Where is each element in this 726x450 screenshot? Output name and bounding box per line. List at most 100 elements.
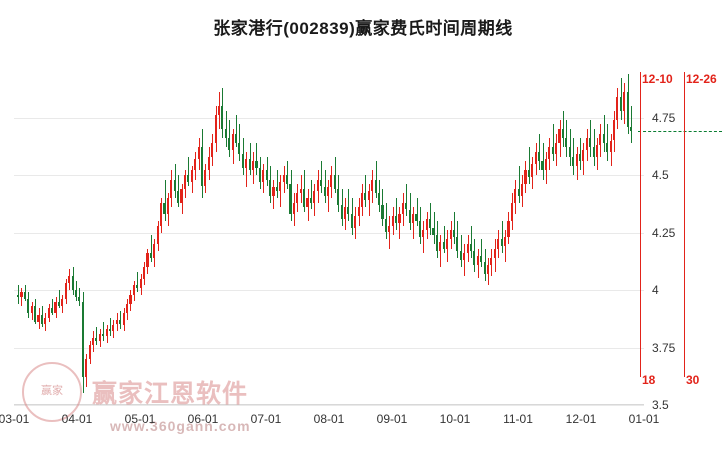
x-axis-tick-label: 03-01 — [0, 412, 30, 426]
candle-body — [197, 147, 200, 159]
candle-body — [149, 253, 152, 258]
candle-body — [228, 138, 231, 150]
candle-body — [27, 299, 30, 313]
candle-body — [207, 156, 210, 171]
candle-body — [364, 193, 367, 201]
candle-body — [439, 241, 442, 251]
chart-title: 张家港行(002839)赢家费氏时间周期线 — [213, 19, 513, 38]
candle-body — [204, 170, 207, 187]
candle-body — [565, 138, 568, 148]
x-axis-tick-label: 09-01 — [376, 412, 408, 426]
candle-wick — [256, 142, 257, 175]
candle-wick — [287, 161, 288, 189]
candle-wick — [18, 285, 19, 304]
candle-body — [401, 202, 404, 215]
candle-wick — [406, 184, 407, 217]
candle-body — [286, 175, 289, 185]
candle-body — [558, 129, 561, 143]
x-axis-line — [14, 404, 644, 405]
candle-body — [119, 319, 122, 325]
candle-body — [214, 115, 217, 143]
candle-wick — [580, 138, 581, 171]
candle-body — [17, 294, 20, 297]
candle-wick — [103, 322, 104, 341]
candle-body — [388, 225, 391, 233]
candle-body — [623, 92, 626, 111]
candle-wick — [389, 216, 390, 249]
candle-body — [309, 198, 312, 203]
candle-body — [61, 299, 64, 307]
x-axis-tick-label: 08-01 — [313, 412, 345, 426]
candle-body — [360, 193, 364, 208]
candle-body — [585, 138, 588, 150]
gridline — [14, 232, 644, 234]
candle-body — [422, 230, 425, 238]
candle-body — [527, 170, 530, 178]
candle-wick — [481, 239, 482, 267]
candle-body — [51, 308, 54, 313]
candle-body — [241, 154, 244, 169]
candle-body — [170, 179, 173, 198]
candle-body — [493, 248, 496, 258]
candle-body — [578, 154, 582, 162]
candle-body — [68, 276, 71, 284]
candle-wick — [505, 230, 506, 263]
candle-wick — [553, 124, 554, 162]
candle-body — [507, 221, 510, 238]
candle-body — [582, 149, 585, 162]
candle-wick — [519, 165, 520, 203]
candle-wick — [444, 225, 445, 254]
x-axis-tick-label: 06-01 — [187, 412, 219, 426]
gridline — [14, 347, 644, 349]
candle-body — [194, 158, 197, 171]
y-axis-tick-label: 3.75 — [652, 340, 676, 355]
candle-body — [200, 147, 204, 187]
candle-body — [143, 267, 146, 279]
y-axis-tick-label: 3.5 — [652, 398, 669, 412]
candle-body — [497, 239, 500, 249]
candle-body — [347, 207, 350, 215]
candle-body — [326, 186, 330, 196]
fibonacci-marker-line — [640, 72, 641, 377]
candle-wick — [280, 175, 281, 208]
candle-body — [296, 193, 299, 203]
candle-body — [166, 198, 169, 215]
candle-body — [609, 140, 612, 152]
fibonacci-marker-count: 18 — [642, 373, 656, 387]
candle-body — [435, 234, 438, 251]
candle-wick — [607, 124, 608, 162]
candle-body — [466, 244, 469, 254]
candle-body — [163, 202, 166, 215]
candle-wick — [277, 170, 278, 198]
candle-body — [616, 96, 619, 120]
candle-body — [572, 156, 575, 166]
candle-body — [64, 283, 67, 300]
candle-body — [105, 329, 108, 336]
candle-wick — [529, 147, 530, 185]
x-axis-tick-label: 07-01 — [250, 412, 282, 426]
candle-body — [381, 204, 384, 219]
candle-body — [412, 214, 415, 224]
candle-body — [221, 106, 224, 129]
candle-wick — [79, 287, 80, 307]
candle-body — [548, 147, 551, 159]
candle-body — [129, 294, 132, 304]
candle-body — [275, 186, 278, 192]
candle-body — [592, 147, 595, 157]
candle-body — [323, 186, 326, 196]
candle-body — [20, 292, 23, 297]
candle-body — [343, 207, 347, 219]
candle-body — [418, 221, 421, 238]
candle-body — [504, 237, 507, 247]
candle-body — [490, 257, 493, 265]
x-axis-tick-label: 11-01 — [503, 412, 533, 426]
candle-wick — [376, 161, 377, 198]
candle-body — [626, 92, 629, 127]
candle-body — [306, 198, 309, 208]
candle-body — [531, 163, 534, 178]
candle-wick — [631, 106, 632, 143]
candle-body — [313, 191, 316, 203]
candle-body — [350, 214, 353, 228]
candle-body — [187, 175, 190, 182]
